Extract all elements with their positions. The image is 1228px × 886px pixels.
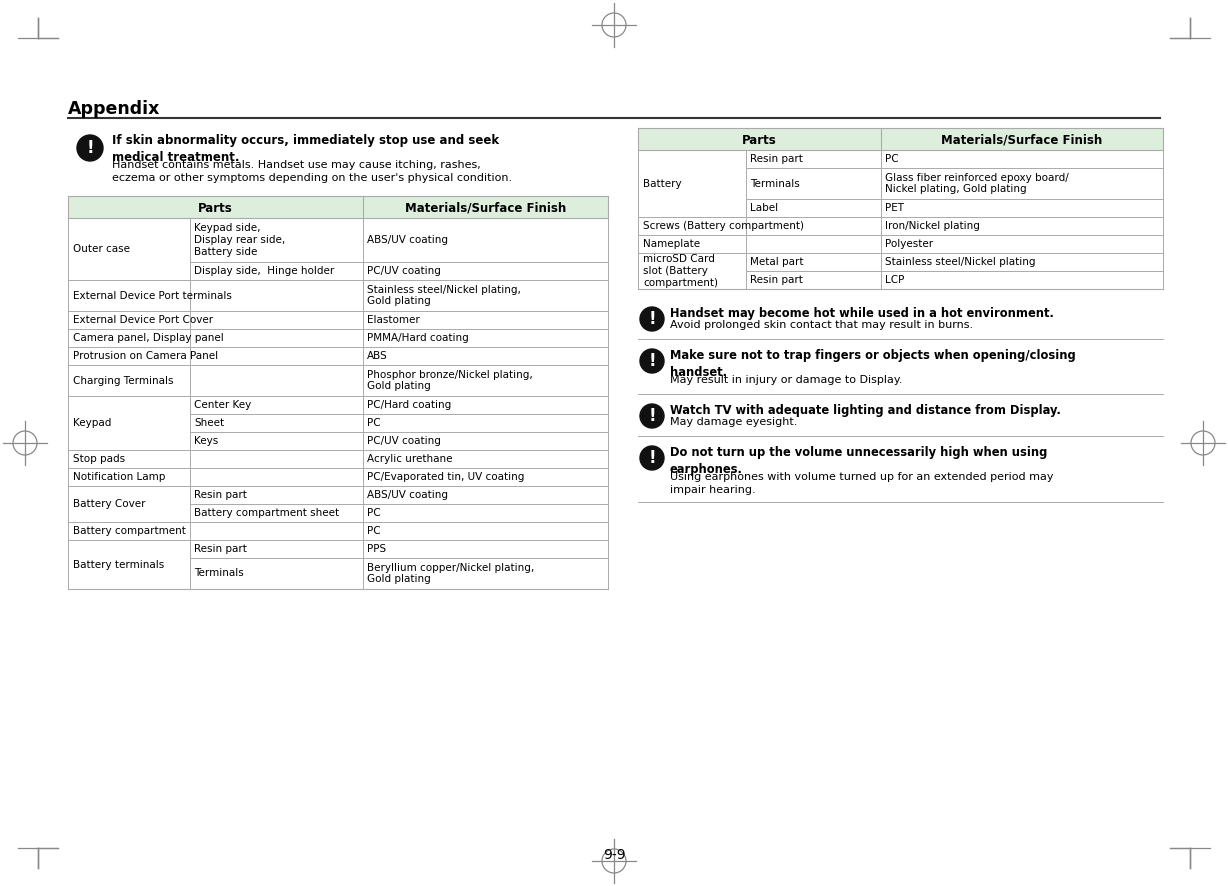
Text: Metal part: Metal part bbox=[750, 257, 803, 267]
Text: External Device Port Cover: External Device Port Cover bbox=[72, 315, 214, 325]
Text: Label: Label bbox=[750, 203, 779, 213]
Circle shape bbox=[640, 307, 664, 331]
Text: PC: PC bbox=[367, 526, 381, 536]
Text: ABS/UV coating: ABS/UV coating bbox=[367, 235, 448, 245]
Text: Make sure not to trap fingers or objects when opening/closing
handset.: Make sure not to trap fingers or objects… bbox=[670, 349, 1076, 378]
Circle shape bbox=[640, 349, 664, 373]
Text: Stainless steel/Nickel plating,
Gold plating: Stainless steel/Nickel plating, Gold pla… bbox=[367, 284, 521, 307]
Text: PPS: PPS bbox=[367, 544, 386, 554]
Circle shape bbox=[640, 446, 664, 470]
Text: Screws (Battery compartment): Screws (Battery compartment) bbox=[643, 221, 804, 231]
Text: Terminals: Terminals bbox=[194, 569, 243, 579]
Text: May damage eyesight.: May damage eyesight. bbox=[670, 417, 797, 427]
Text: Stainless steel/Nickel plating: Stainless steel/Nickel plating bbox=[885, 257, 1035, 267]
Text: Camera panel, Display panel: Camera panel, Display panel bbox=[72, 333, 223, 343]
Text: PC: PC bbox=[367, 508, 381, 518]
Text: Iron/Nickel plating: Iron/Nickel plating bbox=[885, 221, 980, 231]
Text: Appendix: Appendix bbox=[68, 100, 161, 118]
Text: Protrusion on Camera Panel: Protrusion on Camera Panel bbox=[72, 351, 219, 361]
Text: Materials/Surface Finish: Materials/Surface Finish bbox=[942, 134, 1103, 146]
Text: !: ! bbox=[648, 407, 656, 424]
Text: Notification Lamp: Notification Lamp bbox=[72, 472, 166, 482]
Text: Materials/Surface Finish: Materials/Surface Finish bbox=[405, 201, 566, 214]
Text: If skin abnormality occurs, immediately stop use and seek
medical treatment.: If skin abnormality occurs, immediately … bbox=[112, 134, 499, 164]
Text: !: ! bbox=[648, 352, 656, 369]
Text: Sheet: Sheet bbox=[194, 418, 225, 428]
Text: Handset contains metals. Handset use may cause itching, rashes,
eczema or other : Handset contains metals. Handset use may… bbox=[112, 160, 512, 183]
Text: Battery compartment: Battery compartment bbox=[72, 526, 185, 536]
Text: May result in injury or damage to Display.: May result in injury or damage to Displa… bbox=[670, 375, 903, 385]
Text: PC/UV coating: PC/UV coating bbox=[367, 266, 441, 276]
FancyBboxPatch shape bbox=[639, 128, 1163, 150]
Text: Resin part: Resin part bbox=[194, 490, 247, 500]
Text: !: ! bbox=[648, 448, 656, 467]
Text: Resin part: Resin part bbox=[750, 154, 803, 164]
FancyBboxPatch shape bbox=[68, 196, 608, 218]
Text: LCP: LCP bbox=[885, 275, 904, 285]
Text: ABS: ABS bbox=[367, 351, 388, 361]
Text: Charging Terminals: Charging Terminals bbox=[72, 376, 173, 385]
Circle shape bbox=[640, 404, 664, 428]
Circle shape bbox=[77, 135, 103, 161]
Text: PC/UV coating: PC/UV coating bbox=[367, 436, 441, 446]
Text: Phosphor bronze/Nickel plating,
Gold plating: Phosphor bronze/Nickel plating, Gold pla… bbox=[367, 369, 533, 392]
Text: Stop pads: Stop pads bbox=[72, 454, 125, 464]
Text: Glass fiber reinforced epoxy board/
Nickel plating, Gold plating: Glass fiber reinforced epoxy board/ Nick… bbox=[885, 173, 1068, 194]
Text: Do not turn up the volume unnecessarily high when using
earphones.: Do not turn up the volume unnecessarily … bbox=[670, 446, 1047, 476]
Text: Polyester: Polyester bbox=[885, 239, 933, 249]
Text: Resin part: Resin part bbox=[194, 544, 247, 554]
Text: Using earphones with volume turned up for an extended period may
impair hearing.: Using earphones with volume turned up fo… bbox=[670, 472, 1054, 494]
Text: 9-9: 9-9 bbox=[603, 848, 625, 862]
Text: External Device Port terminals: External Device Port terminals bbox=[72, 291, 232, 300]
Text: ABS/UV coating: ABS/UV coating bbox=[367, 490, 448, 500]
Text: microSD Card
slot (Battery
compartment): microSD Card slot (Battery compartment) bbox=[643, 254, 718, 288]
Text: PC/Hard coating: PC/Hard coating bbox=[367, 400, 451, 410]
Text: Nameplate: Nameplate bbox=[643, 239, 700, 249]
Text: Battery: Battery bbox=[643, 178, 682, 189]
Text: PC: PC bbox=[885, 154, 899, 164]
Text: Beryllium copper/Nickel plating,
Gold plating: Beryllium copper/Nickel plating, Gold pl… bbox=[367, 563, 534, 584]
Text: Display side,  Hinge holder: Display side, Hinge holder bbox=[194, 266, 334, 276]
Text: PC: PC bbox=[367, 418, 381, 428]
Text: Battery compartment sheet: Battery compartment sheet bbox=[194, 508, 339, 518]
Text: PC/Evaporated tin, UV coating: PC/Evaporated tin, UV coating bbox=[367, 472, 524, 482]
Text: Outer case: Outer case bbox=[72, 244, 130, 254]
Text: Keypad: Keypad bbox=[72, 418, 112, 428]
Text: PET: PET bbox=[885, 203, 904, 213]
Text: Parts: Parts bbox=[742, 134, 777, 146]
Text: !: ! bbox=[86, 138, 93, 157]
Text: Battery terminals: Battery terminals bbox=[72, 559, 165, 570]
Text: Keypad side,
Display rear side,
Battery side: Keypad side, Display rear side, Battery … bbox=[194, 223, 285, 257]
Text: Keys: Keys bbox=[194, 436, 219, 446]
Text: Terminals: Terminals bbox=[750, 178, 799, 189]
Text: Center Key: Center Key bbox=[194, 400, 252, 410]
Text: Parts: Parts bbox=[198, 201, 233, 214]
Text: Avoid prolonged skin contact that may result in burns.: Avoid prolonged skin contact that may re… bbox=[670, 320, 973, 330]
Text: Acrylic urethane: Acrylic urethane bbox=[367, 454, 452, 464]
Text: PMMA/Hard coating: PMMA/Hard coating bbox=[367, 333, 469, 343]
Text: Battery Cover: Battery Cover bbox=[72, 499, 145, 509]
Text: Watch TV with adequate lighting and distance from Display.: Watch TV with adequate lighting and dist… bbox=[670, 404, 1061, 417]
Text: Handset may become hot while used in a hot environment.: Handset may become hot while used in a h… bbox=[670, 307, 1054, 320]
Text: Elastomer: Elastomer bbox=[367, 315, 420, 325]
Text: Resin part: Resin part bbox=[750, 275, 803, 285]
Text: !: ! bbox=[648, 309, 656, 328]
